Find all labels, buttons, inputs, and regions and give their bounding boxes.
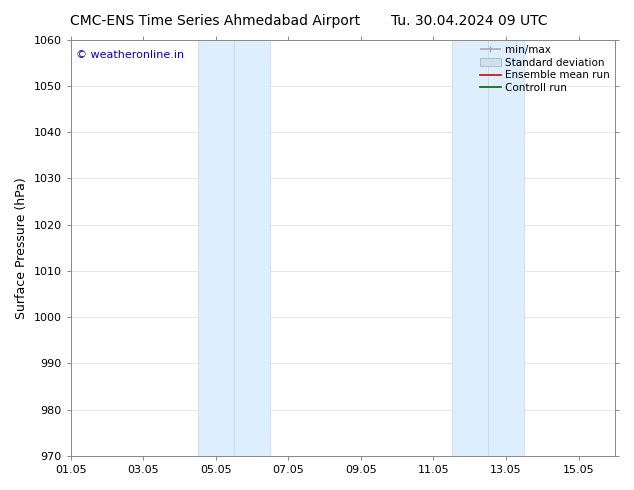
Bar [234,40,270,456]
Bar [198,40,234,456]
Bar [451,40,488,456]
Text: © weatheronline.in: © weatheronline.in [76,50,184,60]
Legend: min/max, Standard deviation, Ensemble mean run, Controll run: min/max, Standard deviation, Ensemble me… [480,45,610,93]
Text: CMC-ENS Time Series Ahmedabad Airport: CMC-ENS Time Series Ahmedabad Airport [70,14,361,28]
Text: Tu. 30.04.2024 09 UTC: Tu. 30.04.2024 09 UTC [391,14,548,28]
Y-axis label: Surface Pressure (hPa): Surface Pressure (hPa) [15,177,28,318]
Bar [488,40,524,456]
